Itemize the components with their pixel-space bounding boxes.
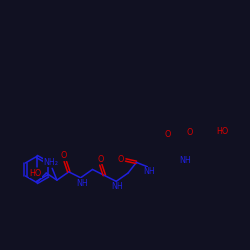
Text: O: O xyxy=(117,155,124,164)
Text: HO: HO xyxy=(30,168,42,177)
Text: NH: NH xyxy=(112,182,123,191)
Text: O: O xyxy=(61,151,67,160)
Text: NH: NH xyxy=(144,167,155,176)
Text: O: O xyxy=(186,128,193,137)
Text: O: O xyxy=(97,155,103,164)
Text: HO: HO xyxy=(216,127,228,136)
Text: NH: NH xyxy=(76,178,88,188)
Text: NH₂: NH₂ xyxy=(44,158,59,167)
Text: NH: NH xyxy=(179,156,191,165)
Text: O: O xyxy=(165,130,171,139)
